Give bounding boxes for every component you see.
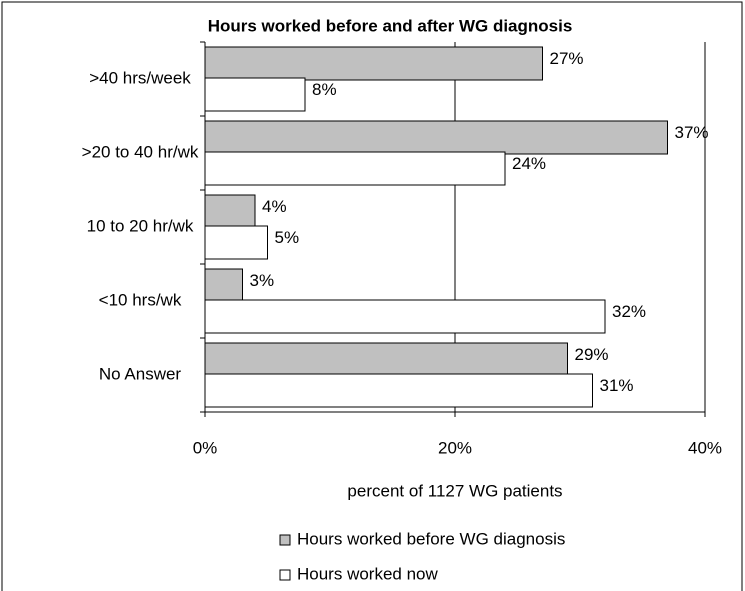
legend-swatch <box>279 534 291 546</box>
legend-swatch <box>279 569 291 581</box>
y-tick-label: No Answer <box>99 364 182 383</box>
value-label: 5% <box>275 228 300 247</box>
value-label: 27% <box>550 49 584 68</box>
legend-label: Hours worked now <box>297 564 439 583</box>
bar <box>204 342 568 377</box>
bar <box>204 151 506 186</box>
x-tick-label: 40% <box>688 438 722 457</box>
value-label: 8% <box>312 80 337 99</box>
bar <box>204 194 256 229</box>
value-label: 37% <box>675 123 709 142</box>
x-tick-label: 0% <box>193 438 218 457</box>
bar <box>204 373 593 408</box>
bar <box>204 268 243 303</box>
y-tick-label: 10 to 20 hr/wk <box>87 216 194 235</box>
value-label: 32% <box>612 302 646 321</box>
chart-title: Hours worked before and after WG diagnos… <box>208 16 573 35</box>
bar <box>204 46 543 81</box>
bar <box>204 120 668 155</box>
value-label: 31% <box>600 376 634 395</box>
legend-label: Hours worked before WG diagnosis <box>297 529 565 548</box>
bar <box>204 299 606 334</box>
bar <box>204 77 306 112</box>
value-label: 4% <box>262 197 287 216</box>
x-axis-label: percent of 1127 WG patients <box>347 481 562 500</box>
y-tick-label: >40 hrs/week <box>89 68 191 87</box>
value-label: 29% <box>575 345 609 364</box>
y-tick-label: >20 to 40 hr/wk <box>82 142 199 161</box>
y-tick-label: <10 hrs/wk <box>99 290 182 309</box>
bar <box>204 225 268 260</box>
value-label: 24% <box>512 154 546 173</box>
value-label: 3% <box>250 271 275 290</box>
x-tick-label: 20% <box>438 438 472 457</box>
